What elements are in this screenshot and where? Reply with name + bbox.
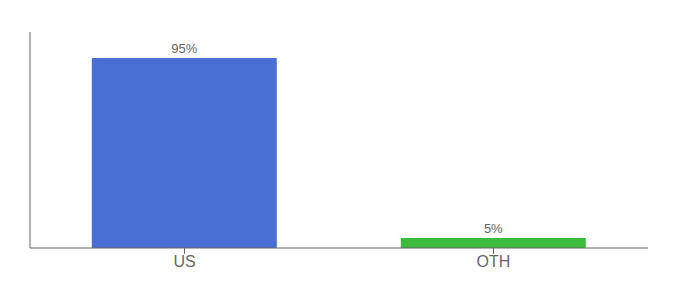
svg-text:OTH: OTH <box>477 253 511 270</box>
svg-text:5%: 5% <box>484 221 503 236</box>
svg-text:US: US <box>173 253 195 270</box>
svg-text:95%: 95% <box>171 41 197 56</box>
